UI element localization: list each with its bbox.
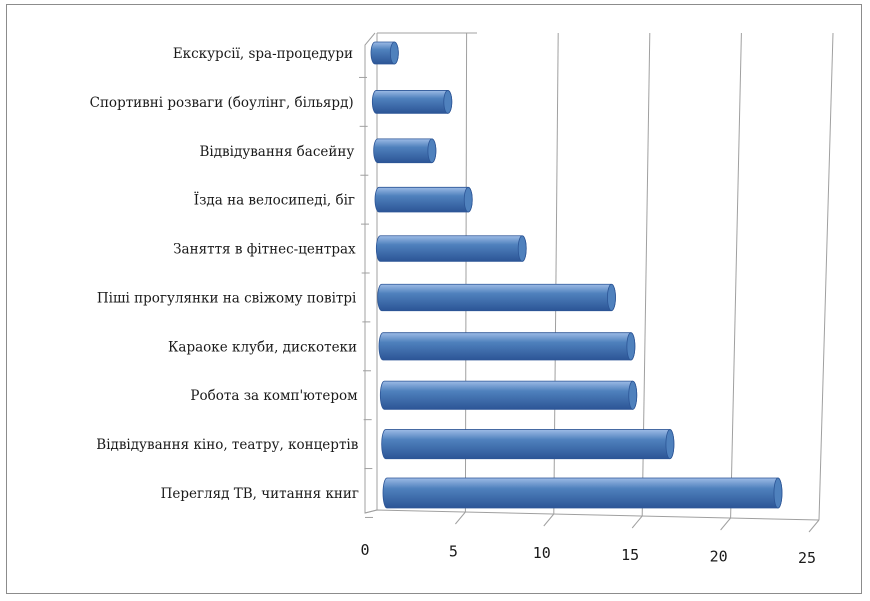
bar-body (371, 90, 453, 114)
bar (378, 332, 636, 361)
bar (379, 380, 638, 410)
category-label: Перегляд ТВ, читання книг (161, 486, 359, 502)
bar-body (378, 332, 636, 361)
bar-cap (463, 186, 473, 213)
x-tick-label: 10 (533, 544, 551, 562)
bar (373, 138, 437, 164)
gridline (818, 32, 834, 521)
category-label: Спортивні розваги (боулінг, більярд) (90, 95, 354, 111)
category-label: Заняття в фітнес-центрах (173, 242, 356, 258)
gridline (730, 32, 742, 519)
category-label: Відвідування басейну (199, 144, 354, 160)
bar-cap (773, 477, 783, 509)
bar (377, 283, 616, 312)
bar-cap (427, 138, 437, 164)
bar-body (373, 138, 437, 164)
bar (375, 235, 527, 262)
gridline-floor (455, 511, 466, 525)
bar-cap (607, 283, 616, 312)
x-tick-label: 25 (798, 549, 816, 567)
bar-cap (443, 90, 453, 114)
category-label: Караоке клуби, дискотеки (168, 339, 357, 355)
bar-body (379, 380, 638, 410)
bar-cap (665, 429, 675, 460)
bar (381, 429, 675, 460)
bar-cap (389, 41, 399, 65)
category-label: Піші прогулянки на свіжому повітрі (97, 290, 357, 306)
gridline-floor (808, 519, 820, 533)
gridline-floor (631, 515, 643, 529)
bar-body (377, 283, 616, 312)
bar-chart: Екскурсії, spa-процедури Спортивні розваг… (90, 32, 834, 567)
x-tick-label: 5 (449, 543, 458, 561)
category-axis: Екскурсії, spa-процедури Спортивні розваг… (90, 46, 373, 518)
plot-walls (364, 32, 820, 521)
category-label: Робота за комп'ютером (190, 388, 358, 404)
bar-body (374, 186, 473, 213)
bar-cap (628, 380, 638, 410)
value-axis: 0 5 10 15 20 25 (360, 541, 816, 567)
x-tick-label: 20 (710, 547, 728, 565)
bar-body (381, 429, 675, 460)
gridline-floor (543, 513, 555, 527)
category-label: Їзда на велосипеді, біг (194, 192, 355, 209)
bar-body (382, 477, 783, 509)
x-tick-label: 15 (621, 546, 639, 564)
bar-series (370, 41, 783, 509)
chart-area: Екскурсії, spa-процедури Спортивні розваг… (6, 4, 862, 594)
category-label: Екскурсії, spa-процедури (173, 46, 353, 62)
bar (382, 477, 783, 509)
category-label: Відвідування кіно, театру, концертів (96, 437, 358, 453)
gridline-floor (720, 517, 731, 531)
bar-cap (626, 332, 636, 361)
bar-body (375, 235, 527, 262)
x-tick-label: 0 (360, 541, 369, 559)
floor (364, 509, 820, 521)
bar (371, 90, 453, 114)
bar-cap (517, 235, 527, 262)
bar (370, 41, 399, 65)
bar (374, 186, 473, 213)
